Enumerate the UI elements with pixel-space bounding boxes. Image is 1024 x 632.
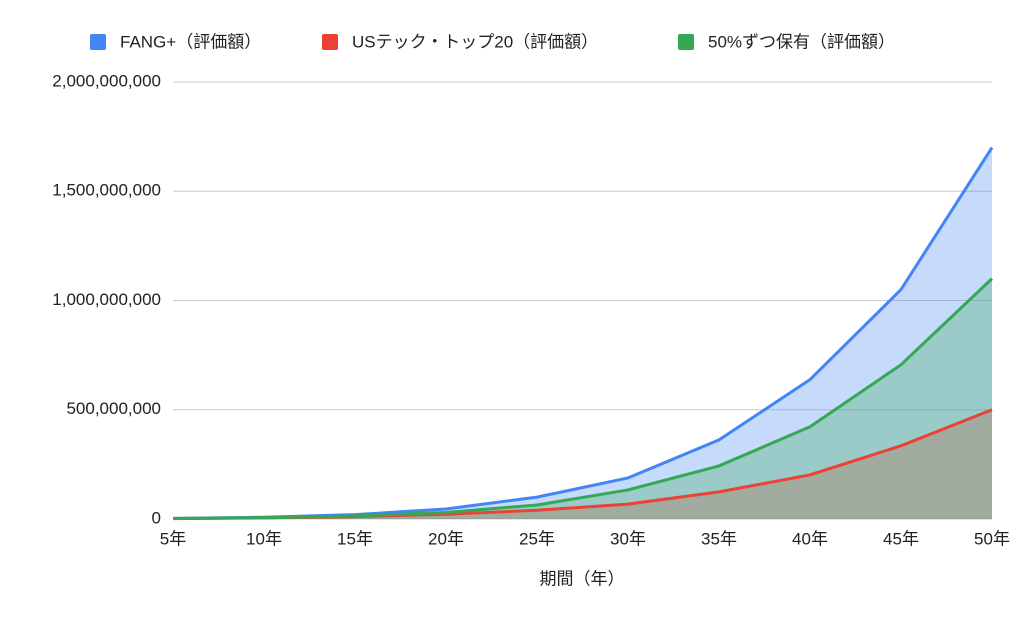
x-tick-label: 15年 bbox=[337, 529, 373, 548]
x-tick-label: 35年 bbox=[701, 529, 737, 548]
y-tick-label: 2,000,000,000 bbox=[52, 71, 161, 90]
y-tick-label: 500,000,000 bbox=[66, 399, 161, 418]
area-fill bbox=[173, 278, 992, 519]
legend-label: 50%ずつ保有（評価額） bbox=[708, 32, 895, 51]
x-tick-label: 20年 bbox=[428, 529, 464, 548]
area-line bbox=[172, 277, 994, 520]
legend-swatch bbox=[90, 34, 106, 50]
x-tick-label: 25年 bbox=[519, 529, 555, 548]
legend-swatch bbox=[678, 34, 694, 50]
x-tick-label: 50年 bbox=[974, 529, 1010, 548]
legend-swatch bbox=[322, 34, 338, 50]
y-tick-label: 1,000,000,000 bbox=[52, 290, 161, 309]
x-tick-label: 45年 bbox=[883, 529, 919, 548]
x-tick-label: 5年 bbox=[160, 529, 186, 548]
legend-label: FANG+（評価額） bbox=[120, 32, 261, 51]
x-axis-title: 期間（年） bbox=[540, 569, 625, 588]
x-tick-label: 10年 bbox=[246, 529, 282, 548]
legend-label: USテック・トップ20（評価額） bbox=[352, 32, 598, 51]
x-tick-label: 40年 bbox=[792, 529, 828, 548]
x-tick-label: 30年 bbox=[610, 529, 646, 548]
area-fill bbox=[173, 409, 992, 519]
y-tick-label: 1,500,000,000 bbox=[52, 181, 161, 200]
y-tick-label: 0 bbox=[152, 508, 161, 527]
area-fill bbox=[173, 147, 992, 520]
